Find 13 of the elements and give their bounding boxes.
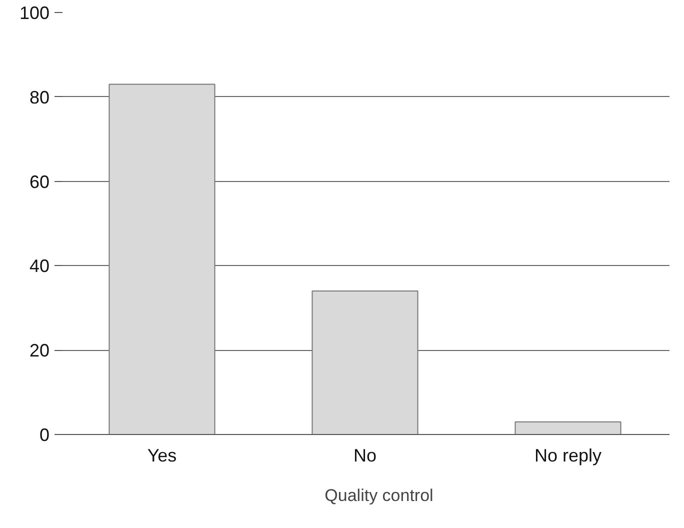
- y-tick-label: 100: [19, 3, 50, 23]
- bar: [514, 421, 622, 434]
- bar: [312, 290, 418, 434]
- x-tick-label: No reply: [534, 446, 602, 466]
- y-tick-label: 40: [29, 256, 50, 276]
- y-tick-label: 80: [29, 87, 50, 108]
- text: Quality control: [324, 486, 434, 506]
- y-tick-label: 20: [29, 340, 50, 361]
- bar: [108, 84, 216, 434]
- y-tick-label: 0: [39, 425, 50, 445]
- y-tick-label: 60: [29, 172, 50, 192]
- x-tick-label: Yes: [147, 446, 177, 466]
- x-tick-label: No: [353, 446, 377, 466]
